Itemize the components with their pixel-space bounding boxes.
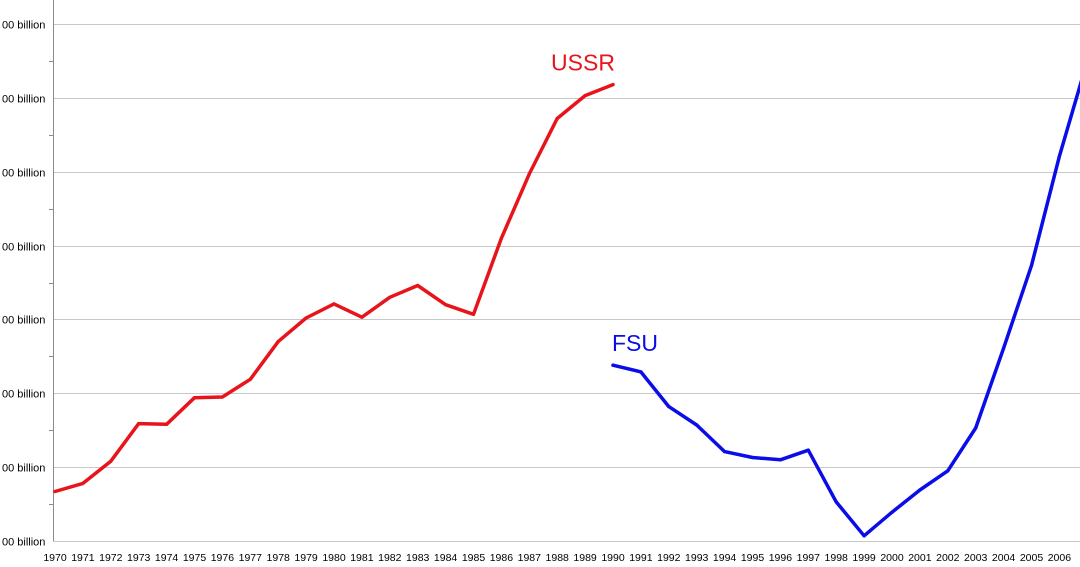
y-tick-label: 00 billion (2, 20, 45, 32)
data-point-fsu (862, 534, 866, 538)
x-tick-label: 1978 (267, 552, 291, 564)
x-tick-label: 1983 (406, 552, 430, 564)
x-tick-label: 1986 (490, 552, 514, 564)
x-tick-label: 1990 (601, 552, 625, 564)
x-tick-label: 2000 (880, 552, 904, 564)
y-tick-label: 00 billion (2, 315, 45, 327)
x-tick-label: 1992 (657, 552, 681, 564)
x-tick-label: 1991 (629, 552, 653, 564)
data-point-ussr (388, 295, 392, 299)
y-tick-label: 00 billion (2, 389, 45, 401)
data-point-ussr (165, 422, 169, 426)
label-layer: 00 billion 00 billion 00 billion 00 billion… (2, 20, 1071, 565)
data-point-fsu (667, 405, 671, 409)
data-point-fsu (1057, 154, 1061, 158)
data-point-fsu (778, 458, 783, 462)
x-tick-label: 1993 (685, 552, 709, 564)
x-tick-label: 1989 (573, 552, 597, 564)
data-point-ussr (248, 377, 252, 381)
x-tick-label: 1975 (183, 552, 207, 564)
x-tick-label: 1998 (825, 552, 849, 564)
data-point-ussr (360, 315, 364, 319)
data-point-fsu (946, 469, 950, 473)
x-tick-label: 1999 (852, 552, 876, 564)
x-tick-label: 1979 (294, 552, 318, 564)
axis-layer (49, 0, 54, 541)
y-tick-label: 00 billion (2, 242, 45, 254)
x-tick-label: 1995 (741, 552, 765, 564)
data-point-ussr (499, 236, 503, 240)
series-line-ussr (53, 82, 615, 494)
data-point-ussr (304, 316, 308, 320)
data-point-ussr (416, 283, 420, 288)
x-tick-label: 1977 (239, 552, 263, 564)
data-point-fsu (1029, 263, 1034, 268)
x-tick-label: 1976 (211, 552, 235, 564)
x-tick-label: 1974 (155, 552, 179, 564)
x-tick-label: 1994 (713, 552, 737, 564)
data-point-fsu (639, 370, 643, 374)
data-point-fsu (750, 455, 755, 460)
data-point-ussr (109, 459, 113, 463)
x-tick-label: 1988 (546, 552, 570, 564)
grid-layer (53, 24, 1080, 542)
x-tick-label: 2005 (1020, 552, 1044, 564)
y-tick-label: 00 billion (2, 463, 45, 475)
y-tick-label: 00 billion (2, 168, 45, 180)
x-tick-label: 1981 (350, 552, 374, 564)
x-tick-label: 2003 (964, 552, 988, 564)
x-tick-label: 2002 (936, 552, 960, 564)
data-point-ussr (276, 340, 280, 344)
data-point-ussr (192, 396, 197, 400)
data-point-ussr (555, 116, 559, 121)
x-tick-label: 1971 (71, 552, 95, 564)
x-tick-label: 1970 (43, 552, 67, 564)
data-point-ussr (471, 312, 476, 316)
data-point-fsu (1002, 346, 1006, 350)
x-tick-label: 1987 (518, 552, 542, 564)
data-point-fsu (695, 423, 699, 427)
x-tick-label: 1997 (797, 552, 821, 564)
x-tick-label: 2006 (1048, 552, 1072, 564)
series-layer (53, 79, 1080, 538)
x-tick-label: 2004 (992, 552, 1016, 564)
x-tick-label: 1980 (322, 552, 346, 564)
data-point-ussr (137, 422, 141, 426)
series-label-fsu: FSU (612, 330, 658, 356)
series-line-fsu (611, 79, 1080, 538)
series-label-ussr: USSR (551, 50, 615, 76)
data-point-ussr (611, 83, 615, 87)
data-point-fsu (890, 510, 894, 514)
x-tick-label: 1973 (127, 552, 151, 564)
data-point-ussr (583, 94, 587, 98)
data-point-fsu (834, 500, 838, 504)
data-point-ussr (220, 395, 224, 399)
data-point-fsu (806, 448, 810, 452)
x-tick-label: 1996 (769, 552, 793, 564)
x-tick-label: 1972 (99, 552, 123, 564)
y-tick-label: 00 billion (2, 94, 45, 106)
data-point-fsu (723, 450, 727, 454)
x-tick-label: 1985 (462, 552, 486, 564)
data-point-ussr (332, 302, 336, 306)
data-point-ussr (81, 481, 85, 485)
y-tick-label: 00 billion (2, 537, 45, 549)
x-tick-label: 2001 (908, 552, 932, 564)
data-point-ussr (53, 489, 57, 494)
data-point-fsu (611, 363, 615, 367)
data-point-fsu (974, 426, 978, 430)
data-point-fsu (918, 488, 922, 492)
x-tick-label: 1984 (434, 552, 458, 564)
x-tick-label: 1982 (378, 552, 402, 564)
data-point-ussr (527, 172, 531, 176)
data-point-ussr (444, 303, 448, 307)
